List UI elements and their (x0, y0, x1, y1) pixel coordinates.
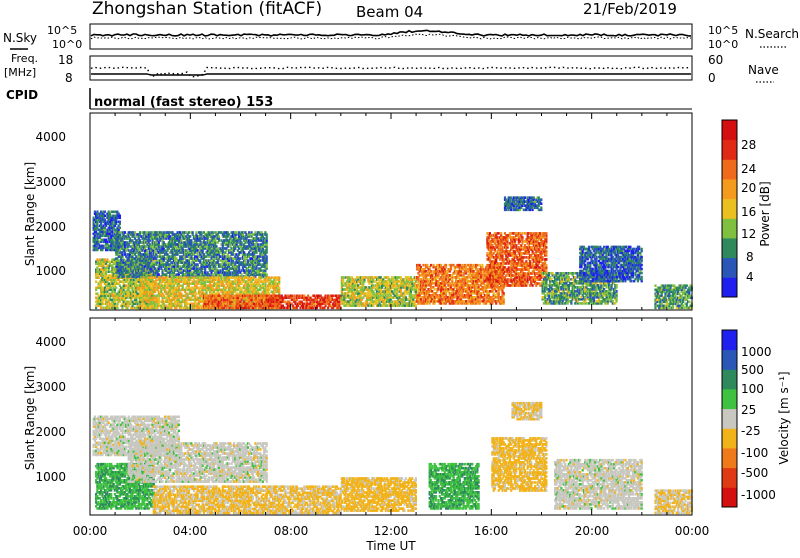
heat-cell (155, 278, 157, 281)
heat-cell (271, 276, 273, 279)
heat-cell (119, 227, 121, 230)
heat-cell (342, 276, 344, 279)
heat-cell (190, 239, 192, 242)
cpid-label: CPID (6, 88, 38, 102)
noise-search-label: N.Search (745, 27, 799, 41)
heat-cell (241, 241, 243, 244)
freq-trace (91, 74, 691, 75)
heat-cell (239, 257, 241, 260)
heat-cell (145, 271, 147, 274)
heat-cell (184, 276, 186, 279)
heat-cell (261, 276, 263, 279)
heat-cell (266, 255, 268, 258)
heat-cell (192, 231, 194, 234)
heat-cell (104, 215, 106, 218)
heat-cell (224, 295, 226, 298)
heat-cell (153, 261, 155, 264)
heat-cell (244, 253, 246, 256)
heat-cell (187, 303, 189, 306)
freq-label: Freq. (11, 52, 38, 65)
heat-cell (124, 231, 126, 234)
heat-cell (357, 276, 359, 279)
noise-frame (90, 24, 692, 49)
heat-cell (241, 273, 243, 276)
noise-right-tick-top: 10^5 (708, 24, 738, 37)
heat-cell (278, 276, 280, 279)
heat-cell (103, 245, 105, 248)
heat-cell (332, 295, 334, 298)
noise-left-tick-top: 10^5 (47, 24, 77, 37)
heat-cell (187, 293, 189, 296)
heat-cell (143, 269, 145, 272)
heat-cell (236, 231, 238, 234)
heat-cell (278, 287, 280, 290)
heat-cell (293, 295, 295, 298)
heat-cell (119, 215, 121, 218)
heat-cell (195, 231, 197, 234)
nave-label: Nave (748, 63, 779, 77)
heat-cell (188, 231, 190, 234)
freq-tick-top: 18 (58, 53, 73, 67)
heat-cell (163, 231, 165, 234)
heat-cell (219, 255, 221, 258)
nave-tick-top: 60 (708, 53, 723, 67)
heat-cell (212, 273, 214, 276)
heat-cell (139, 267, 141, 270)
noise-panel: N.Sky 10^5 10^0 10^5 10^0 N.Search (3, 24, 799, 51)
heat-cell (103, 303, 105, 306)
beam-label: Beam 04 (356, 3, 423, 21)
noise-sky-label: N.Sky (3, 31, 37, 45)
heat-cell (220, 276, 222, 279)
nave-tick-bottom: 0 (708, 71, 716, 85)
cpid-text: normal (fast stereo) 153 (94, 95, 273, 110)
heat-cell (95, 280, 97, 283)
heat-cell (139, 231, 141, 234)
heat-cell (167, 276, 169, 279)
heat-cell (159, 276, 161, 279)
freq-frame (90, 56, 692, 80)
heat-cell (247, 259, 249, 262)
freq-unit-label: [MHz] (4, 66, 36, 79)
power-panel: 4000 3000 2000 1000 Slant Range [km] (23, 113, 693, 310)
freq-panel: Freq. [MHz] 18 8 60 0 Nave (4, 52, 779, 85)
heat-cell (158, 273, 160, 276)
cpid-bar: CPID normal (fast stereo) 153 (6, 88, 692, 110)
heat-cell (229, 271, 231, 274)
heat-cell (119, 231, 121, 234)
heat-cell (227, 295, 229, 298)
heat-cell (104, 211, 106, 214)
heat-cell (266, 273, 268, 276)
date-label: 21/Feb/2019 (583, 0, 677, 18)
heat-cell (115, 287, 117, 290)
freq-tick-bottom: 8 (65, 71, 73, 85)
heat-cell (220, 295, 222, 298)
heat-cell (266, 233, 268, 236)
noise-left-tick-bottom: 10^0 (52, 38, 82, 51)
heat-cell (195, 293, 197, 296)
noise-right-tick-bottom: 10^0 (708, 38, 738, 51)
heat-cell (119, 221, 121, 224)
heat-cell (104, 219, 106, 222)
heat-cell (200, 231, 202, 234)
heat-cell (243, 301, 245, 304)
noise-sky-trace (91, 30, 691, 36)
station-title: Zhongshan Station (fitACF) (92, 0, 322, 19)
heat-cell (218, 235, 220, 238)
heat-cell (232, 276, 234, 279)
heat-cell (212, 231, 214, 234)
heat-cell (259, 259, 261, 262)
heat-cell (283, 307, 285, 310)
heat-cell (197, 263, 199, 266)
power-data-cells (93, 196, 693, 309)
heat-cell (257, 243, 259, 246)
heat-cell (291, 295, 293, 298)
heat-cell (189, 235, 191, 238)
heat-cell (217, 247, 219, 250)
heat-cell (219, 269, 221, 272)
